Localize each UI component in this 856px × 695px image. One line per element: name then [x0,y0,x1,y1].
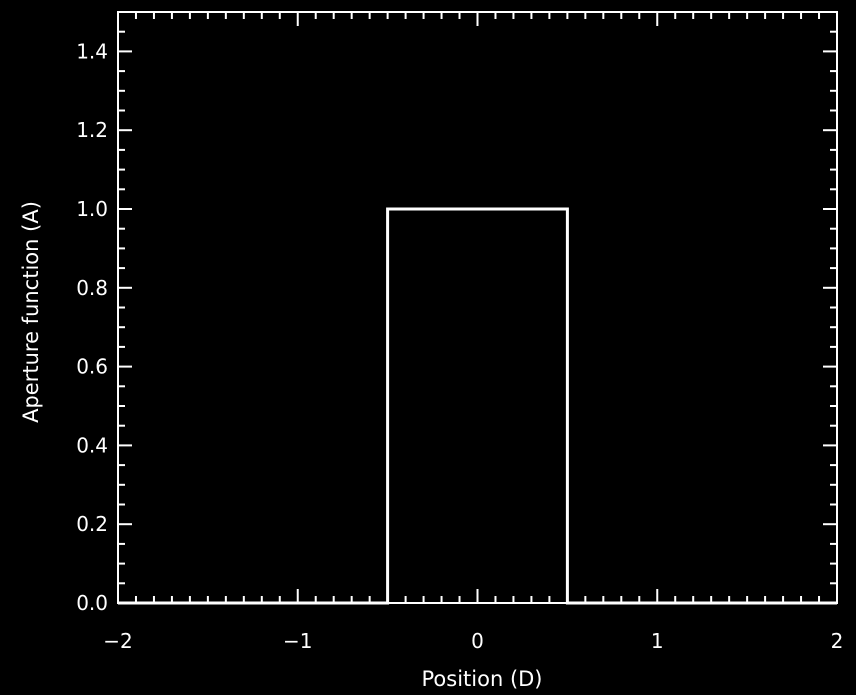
x-axis-title: Position (D) [422,667,543,691]
x-tick-label: −1 [283,629,312,653]
y-tick-label: 0.4 [76,433,108,457]
y-tick-labels: 0.0 0.2 0.4 0.6 0.8 1.0 1.2 1.4 [76,39,108,615]
aperture-function-line [118,207,837,605]
y-tick-label: 0.8 [76,276,108,300]
axis-ticks [117,11,838,604]
y-tick-label: 1.2 [76,118,108,142]
y-tick-label: 1.4 [76,39,108,63]
x-tick-label: 0 [471,629,484,653]
x-tick-labels: −2 −1 0 1 2 [103,629,843,653]
y-tick-label: 0.6 [76,355,108,379]
y-axis-title: Aperture function (A) [19,201,43,423]
y-tick-label: 0.2 [76,512,108,536]
y-tick-label: 1.0 [76,197,108,221]
plot-frame [117,11,838,604]
x-tick-label: 2 [831,629,844,653]
y-tick-label: 0.0 [76,591,108,615]
x-tick-label: −2 [103,629,132,653]
x-tick-label: 1 [651,629,664,653]
